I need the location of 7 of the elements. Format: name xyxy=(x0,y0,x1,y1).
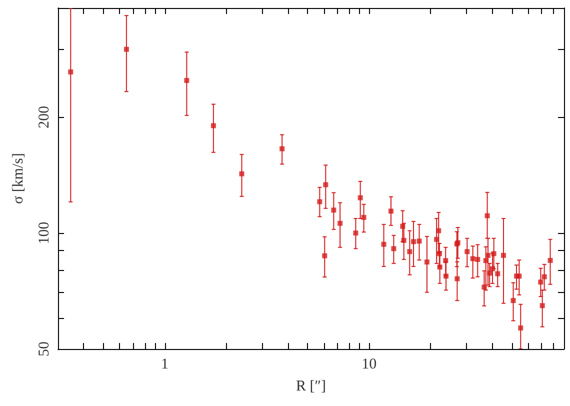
x-axis-title: R [″] xyxy=(296,378,326,394)
y-tick-label: 200 xyxy=(36,106,52,128)
x-tick-label: 1 xyxy=(161,356,169,372)
y-tick-label: 100 xyxy=(36,222,52,244)
y-axis-title: σ [km/s] xyxy=(10,153,26,204)
x-tick-label: 10 xyxy=(362,356,377,372)
y-tick-label: 50 xyxy=(36,342,52,356)
